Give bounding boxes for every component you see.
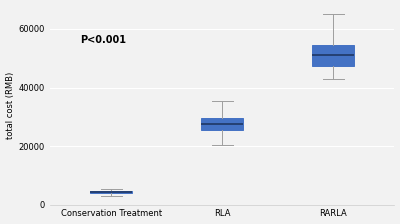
Text: P<0.001: P<0.001 — [80, 35, 126, 45]
PathPatch shape — [201, 118, 243, 130]
PathPatch shape — [90, 191, 132, 194]
Y-axis label: total cost (RMB): total cost (RMB) — [6, 71, 14, 139]
PathPatch shape — [312, 45, 354, 66]
